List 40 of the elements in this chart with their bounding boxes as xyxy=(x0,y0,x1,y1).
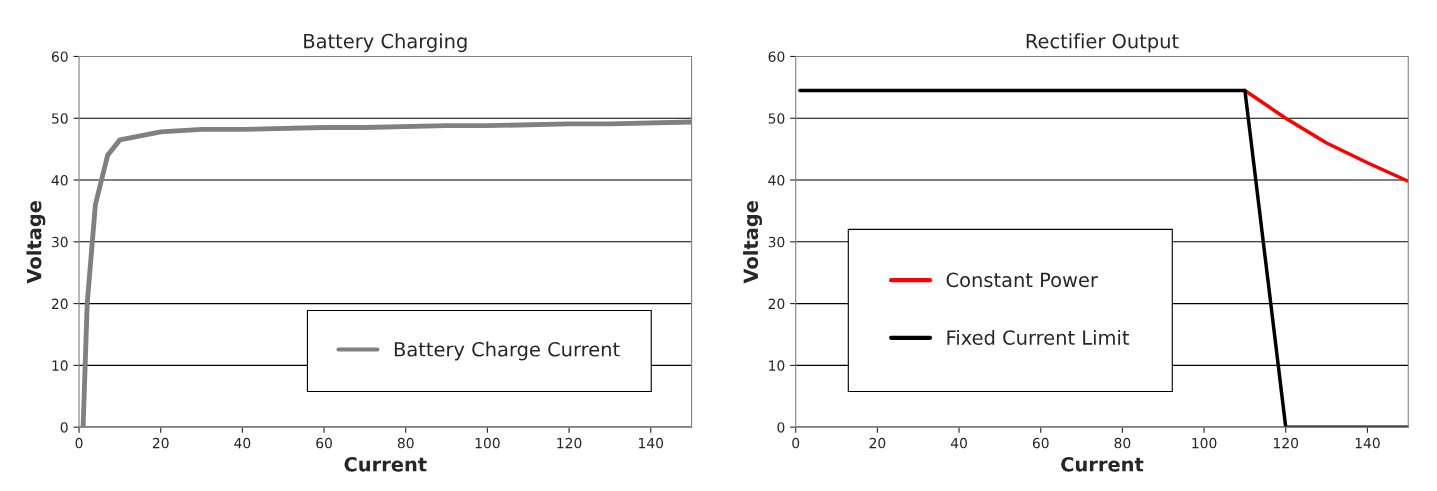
y-tick-label: 30 xyxy=(768,236,785,248)
x-tick-label: 120 xyxy=(557,437,582,449)
y-tick-label: 0 xyxy=(60,422,68,433)
y-tick-label: 50 xyxy=(52,113,68,124)
x-tick-label: 60 xyxy=(1032,437,1049,449)
y-tick-label: 40 xyxy=(768,175,785,186)
y-tick-label: 30 xyxy=(52,236,68,248)
x-tick-label: 0 xyxy=(75,437,83,449)
chart-title: Battery Charging xyxy=(304,33,467,53)
x-tick-label: 40 xyxy=(234,437,251,449)
y-tick-label: 60 xyxy=(51,51,68,62)
x-tick-label: 80 xyxy=(1114,437,1131,449)
x-tick-label: 40 xyxy=(950,437,967,449)
legend-label: Fixed Current Limit xyxy=(947,329,1130,345)
x-axis-title: Current xyxy=(344,456,427,472)
x-tick-label: 140 xyxy=(1355,437,1380,449)
chart-title: Rectifier Output xyxy=(1026,33,1179,53)
legend-label: Battery Charge Current xyxy=(394,341,620,361)
x-tick-label: 60 xyxy=(316,437,332,449)
y-tick-label: 20 xyxy=(51,298,68,310)
y-tick-label: 10 xyxy=(52,360,68,371)
x-tick-label: 100 xyxy=(475,437,500,449)
x-axis-title: Current xyxy=(1061,456,1144,472)
y-tick-label: 50 xyxy=(768,113,785,124)
x-tick-label: 20 xyxy=(869,437,886,449)
legend-label: Constant Power xyxy=(946,272,1098,288)
y-axis-title: Voltage xyxy=(26,201,46,284)
x-tick-label: 0 xyxy=(792,437,800,449)
y-tick-label: 40 xyxy=(51,175,68,186)
x-tick-label: 100 xyxy=(1192,437,1217,449)
y-tick-label: 0 xyxy=(777,422,785,433)
line-series xyxy=(1243,88,1409,184)
x-tick-label: 20 xyxy=(152,437,169,449)
y-axis-title: Voltage xyxy=(743,201,763,284)
x-tick-label: 80 xyxy=(397,437,414,449)
y-tick-label: 10 xyxy=(769,360,785,371)
y-tick-label: 20 xyxy=(768,298,785,310)
x-tick-label: 120 xyxy=(1274,437,1299,449)
y-tick-label: 60 xyxy=(768,51,785,62)
x-tick-label: 140 xyxy=(639,437,664,449)
